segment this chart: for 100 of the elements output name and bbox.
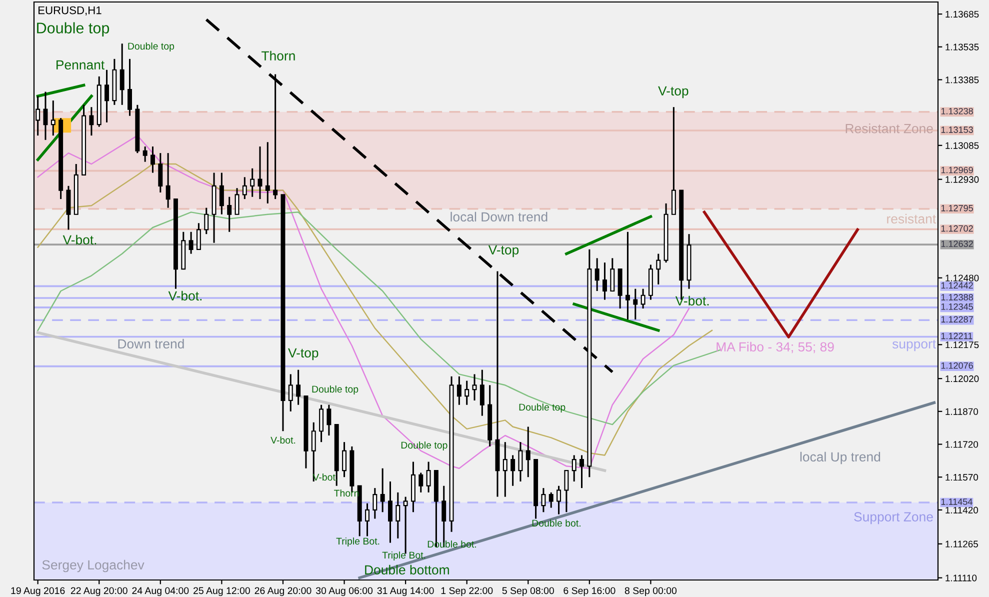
candlestick [296, 369, 301, 406]
y-tick-label: 1.11720 [946, 441, 978, 448]
candlestick [572, 454, 576, 482]
candlestick [602, 262, 607, 301]
x-tick-label: 25 Aug 12:00 [194, 587, 250, 596]
annotation: V-top [488, 245, 519, 258]
x-tick-label: 22 Aug 20:00 [70, 587, 128, 596]
candlestick [128, 58, 132, 117]
candlestick [89, 106, 94, 136]
annotation: Double top [312, 385, 358, 395]
annotation: V-top [288, 348, 318, 360]
x-tick-label: 26 Aug 20:00 [254, 587, 312, 596]
annotation: Thorn [262, 50, 295, 61]
candlestick [633, 288, 638, 320]
candlestick [656, 253, 661, 286]
annotation: Double top [401, 441, 448, 451]
candlestick [158, 152, 163, 194]
ref-line-label: 1.12211 [941, 332, 972, 340]
candlestick [326, 404, 332, 436]
candlestick [288, 373, 293, 412]
annotation: Pennant [56, 60, 104, 70]
candlestick [234, 187, 240, 216]
x-tick-label: 6 Sep 16:00 [564, 587, 616, 596]
annotation: Triple Bot. [336, 537, 380, 547]
candlestick [610, 257, 615, 292]
ref-line-label: 1.12345 [941, 303, 973, 310]
annotation: Double top [128, 42, 174, 52]
y-tick-label: 1.12480 [946, 274, 979, 282]
candlestick [204, 207, 209, 235]
candlestick [426, 461, 431, 494]
candlestick [258, 146, 262, 200]
annotation: Down trend [118, 338, 184, 349]
candlestick [265, 141, 270, 204]
x-tick-label: 31 Aug 14:00 [377, 587, 434, 596]
candlestick [50, 100, 56, 136]
annotation: V-bot. [270, 436, 296, 444]
candlestick [120, 42, 124, 106]
ref-line-label: 1.12076 [941, 362, 973, 369]
candlestick [418, 472, 424, 494]
candlestick [43, 91, 48, 141]
band-label: Resistant Zone [846, 124, 933, 134]
y-tick-label: 1.11570 [946, 474, 978, 481]
y-tick-label: 1.13535 [946, 44, 979, 50]
ref-line-label: 1.12702 [941, 225, 973, 232]
candlestick [580, 454, 584, 489]
y-tick-label: 1.11110 [946, 574, 977, 582]
text: Double top [37, 22, 110, 36]
candlestick [464, 380, 470, 406]
candlestick [219, 172, 224, 216]
ref-line-label: 1.13153 [941, 126, 973, 133]
candlestick [556, 485, 562, 516]
annotation: Double bot. [532, 519, 580, 527]
ref-line-label: 1.12969 [941, 166, 973, 174]
candlestick [510, 454, 516, 487]
annotation: MA Fibo - 34; 55; 89 [716, 342, 834, 354]
annotation: resistant [887, 214, 936, 224]
candlestick [242, 176, 247, 200]
y-tick-label: 1.13085 [946, 142, 979, 149]
candlestick [365, 502, 370, 537]
annotation: local Up trend [800, 452, 880, 464]
candlestick [640, 288, 646, 310]
candlestick [227, 196, 232, 233]
x-tick-label: 8 Sep 00:00 [624, 587, 677, 596]
ref-line-label: 1.12442 [941, 282, 973, 289]
ref-line-label: 1.12388 [941, 294, 973, 300]
annotation: support [892, 340, 936, 352]
candlestick [188, 231, 194, 255]
candlestick [319, 404, 324, 443]
candlestick [380, 468, 385, 513]
annotation: V-bot. [62, 234, 96, 245]
candlestick [480, 369, 484, 417]
annotation: Double top [519, 403, 566, 413]
candlestick [456, 376, 462, 406]
ref-line-label: 1.12795 [941, 204, 973, 212]
candlestick [502, 441, 508, 498]
candlestick [564, 470, 569, 513]
annotation: V-bot. [168, 290, 202, 301]
ref-line-label: 1.11454 [941, 498, 972, 505]
annotation: local Down trend [450, 212, 548, 222]
y-tick-label: 1.11265 [946, 540, 978, 548]
x-tick-label: 24 Aug 04:00 [132, 587, 189, 596]
candlestick [548, 492, 554, 509]
candlestick [166, 152, 170, 209]
candlestick [104, 69, 110, 124]
y-tick-label: 1.12930 [946, 176, 979, 183]
candlestick [518, 441, 523, 482]
annotation: V-bot. [675, 296, 709, 306]
candlestick [273, 73, 278, 200]
candlestick [372, 487, 378, 520]
ref-line-label: 1.12632 [941, 240, 973, 248]
y-tick-label: 1.11420 [946, 506, 978, 514]
annotation: Sergey Logachev [42, 560, 144, 572]
candlestick [396, 492, 400, 540]
candlestick [388, 480, 392, 544]
x-tick-label: 5 Sep 08:00 [502, 587, 554, 596]
candlestick [150, 146, 155, 174]
annotation: Double bottom [365, 564, 449, 575]
candlestick [142, 146, 148, 163]
y-tick-label: 1.11870 [946, 408, 978, 415]
y-tick-label: 1.13385 [946, 76, 979, 84]
